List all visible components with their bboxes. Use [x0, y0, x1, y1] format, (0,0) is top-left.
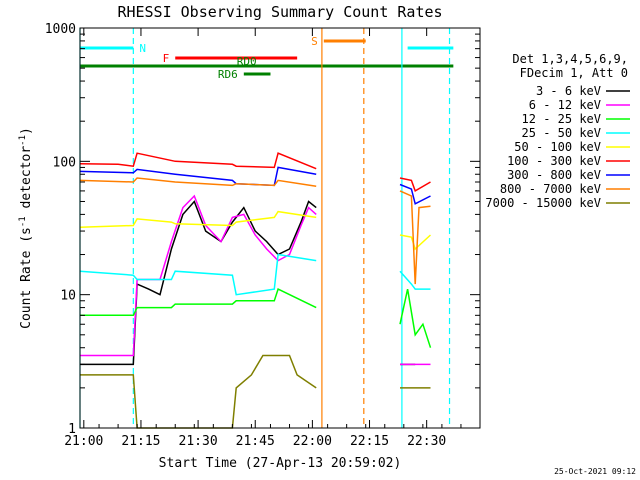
series-line: [399, 183, 431, 205]
chart-title: RHESSI Observing Summary Count Rates: [117, 3, 442, 21]
series-line: [79, 177, 317, 188]
y-axis-label-mid: detector: [19, 146, 34, 217]
x-axis-label: Start Time (27-Apr-13 20:59:02): [159, 456, 402, 471]
legend-label: 12 - 25 keV: [522, 112, 601, 126]
y-tick-label: 1000: [45, 22, 76, 37]
flag-label: N: [139, 42, 146, 55]
series-line: [399, 234, 432, 251]
y-tick-label: 1: [68, 422, 76, 437]
flag-label: RD0: [237, 55, 257, 68]
flag-label: F: [163, 52, 170, 65]
x-axis-ticks: 21:00 21:15 21:30 21:45 22:00 22:15 22:30: [64, 28, 481, 449]
y-axis-label-end: ): [19, 127, 34, 135]
y-tick-label: 10: [60, 289, 76, 304]
x-tick-label: 21:00: [64, 434, 103, 449]
flag-label: RD6: [218, 68, 238, 81]
legend-label: 100 - 300 keV: [507, 154, 601, 168]
x-tick-label: 22:00: [293, 434, 332, 449]
legend-label: 300 - 800 keV: [507, 168, 601, 182]
series-line: [399, 288, 432, 348]
series-line: [79, 210, 317, 229]
series-line: [80, 194, 317, 357]
plot-frame: [79, 27, 481, 429]
timestamp: 25-Oct-2021 09:12: [554, 467, 636, 476]
x-tick-label: 21:15: [121, 434, 160, 449]
legend-header-1: Det 1,3,4,5,6,9,: [512, 52, 628, 66]
y-axis-label-sup1: -1: [18, 216, 28, 227]
y-axis-ticks: 1 10 100 1000: [45, 22, 480, 437]
legend-label: 3 - 6 keV: [536, 84, 601, 98]
series-layer: [79, 152, 432, 429]
series-line: [399, 190, 431, 285]
legend: Det 1,3,4,5,6,9, FDecim 1, Att 0 3 - 6 k…: [485, 52, 630, 210]
y-tick-label: 100: [53, 155, 76, 170]
y-axis-label: Count Rate (s-1 detector-1): [18, 127, 34, 329]
x-tick-label: 21:30: [179, 434, 218, 449]
series-line: [79, 253, 317, 296]
y-axis-label-main: Count Rate (s: [19, 227, 34, 329]
vertical-markers: [79, 28, 451, 428]
x-tick-label: 22:30: [407, 434, 446, 449]
legend-label: 7000 - 15000 keV: [485, 196, 601, 210]
series-line: [80, 288, 317, 317]
y-axis-label-sup2: -1: [18, 135, 28, 146]
legend-label: 25 - 50 keV: [522, 126, 601, 140]
series-line: [79, 152, 317, 170]
flag-label: S: [311, 35, 318, 48]
legend-label: 50 - 100 keV: [514, 140, 601, 154]
legend-label: 800 - 7000 keV: [500, 182, 601, 196]
legend-label: 6 - 12 keV: [529, 98, 601, 112]
series-line: [80, 354, 317, 429]
series-line: [79, 166, 317, 187]
x-tick-label: 22:15: [350, 434, 389, 449]
legend-header-2: FDecim 1, Att 0: [520, 66, 628, 80]
series-line: [399, 177, 431, 193]
series-line: [399, 270, 431, 290]
x-tick-label: 21:45: [236, 434, 275, 449]
